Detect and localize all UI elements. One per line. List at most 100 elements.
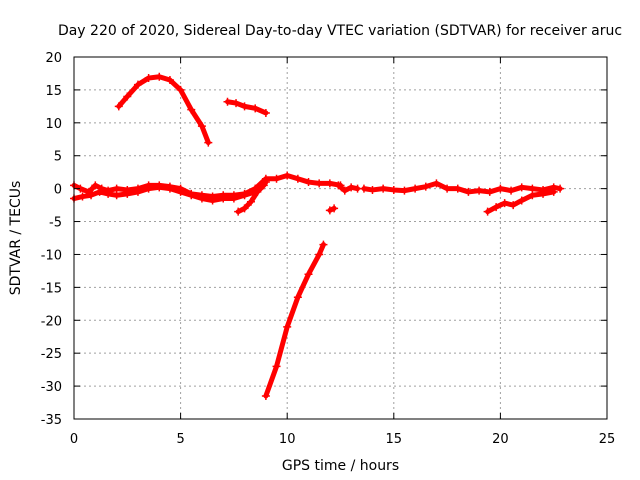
data-point <box>432 179 441 188</box>
data-point <box>95 187 104 196</box>
data-point <box>283 171 292 180</box>
data-point <box>334 181 343 190</box>
data-point <box>475 186 484 195</box>
data-point <box>144 184 153 193</box>
y-tick-label: -15 <box>41 281 62 296</box>
data-point <box>492 203 501 212</box>
data-point <box>208 196 217 205</box>
data-point <box>359 184 368 193</box>
data-point <box>400 186 409 195</box>
data-point <box>272 174 281 183</box>
data-point <box>78 192 87 201</box>
data-point <box>315 179 324 188</box>
data-point <box>443 184 452 193</box>
data-point <box>315 250 324 259</box>
data-point <box>319 240 328 249</box>
data-point <box>496 184 505 193</box>
data-point <box>304 270 313 279</box>
data-point <box>283 322 292 331</box>
axis-ticks: 0 5 10 15 20 25 -35 -30 -25 -20 -15 -10 -5 0 5 10 15 20 <box>41 51 616 447</box>
y-tick-label: 15 <box>45 84 62 99</box>
series-arc-9 <box>359 179 565 196</box>
data-point <box>293 293 302 302</box>
x-tick-label: 0 <box>70 432 78 447</box>
series-arc-8 <box>334 181 362 195</box>
data-point <box>556 184 565 193</box>
y-tick-label: -5 <box>49 216 62 231</box>
y-tick-label: 10 <box>45 117 62 132</box>
data-point <box>421 182 430 191</box>
data-point <box>197 122 206 131</box>
data-point <box>304 178 313 187</box>
data-point <box>197 194 206 203</box>
y-tick-label: -25 <box>41 347 62 362</box>
data-point <box>549 187 558 196</box>
x-tick-label: 5 <box>176 432 184 447</box>
data-point <box>165 184 174 193</box>
data-series <box>70 72 565 400</box>
data-point <box>261 391 270 400</box>
x-tick-label: 20 <box>492 432 509 447</box>
data-point <box>104 189 113 198</box>
x-axis-label: GPS time / hours <box>282 458 399 474</box>
data-point <box>379 184 388 193</box>
data-point <box>464 187 473 196</box>
data-point <box>240 191 249 200</box>
y-tick-label: 5 <box>54 150 62 165</box>
y-tick-label: -30 <box>41 380 62 395</box>
data-point <box>165 76 174 85</box>
data-point <box>539 189 548 198</box>
data-point <box>500 199 509 208</box>
data-point <box>261 178 270 187</box>
series-arc-4 <box>114 72 213 147</box>
data-point <box>87 191 96 200</box>
plot-frame <box>73 56 608 420</box>
data-point <box>517 196 526 205</box>
x-tick-label: 25 <box>599 432 616 447</box>
y-axis-label: SDTVAR / TECUs <box>8 181 24 296</box>
series-arc-3 <box>234 178 270 216</box>
data-point <box>483 207 492 216</box>
data-point <box>517 183 526 192</box>
data-point <box>272 362 281 371</box>
data-point <box>340 186 349 195</box>
data-point <box>123 189 132 198</box>
data-point <box>187 105 196 114</box>
data-point <box>176 85 185 94</box>
data-point <box>133 80 142 89</box>
data-point <box>155 72 164 81</box>
data-point <box>253 187 262 196</box>
data-point <box>144 74 153 83</box>
data-point <box>176 187 185 196</box>
data-point <box>261 108 270 117</box>
data-point <box>187 191 196 200</box>
series-arc-10 <box>483 187 558 216</box>
data-point <box>453 184 462 193</box>
data-point <box>528 191 537 200</box>
data-point <box>246 197 255 206</box>
data-point <box>293 174 302 183</box>
data-point <box>123 92 132 101</box>
data-point <box>509 201 518 210</box>
data-point <box>389 185 398 194</box>
data-point <box>368 185 377 194</box>
x-tick-label: 10 <box>279 432 296 447</box>
data-point <box>91 181 100 190</box>
data-point <box>232 99 241 108</box>
data-point <box>229 194 238 203</box>
data-point <box>330 204 339 213</box>
y-tick-label: -10 <box>41 248 62 263</box>
chart-title: Day 220 of 2020, Sidereal Day-to-day VTE… <box>58 23 622 39</box>
data-point <box>411 184 420 193</box>
data-point <box>325 179 334 188</box>
data-point <box>325 206 334 215</box>
data-point <box>507 186 516 195</box>
data-point <box>485 187 494 196</box>
data-point <box>112 191 121 200</box>
series-arc-5 <box>223 97 270 117</box>
data-point <box>347 183 356 192</box>
data-point <box>219 194 228 203</box>
data-point <box>240 102 249 111</box>
data-point <box>155 183 164 192</box>
